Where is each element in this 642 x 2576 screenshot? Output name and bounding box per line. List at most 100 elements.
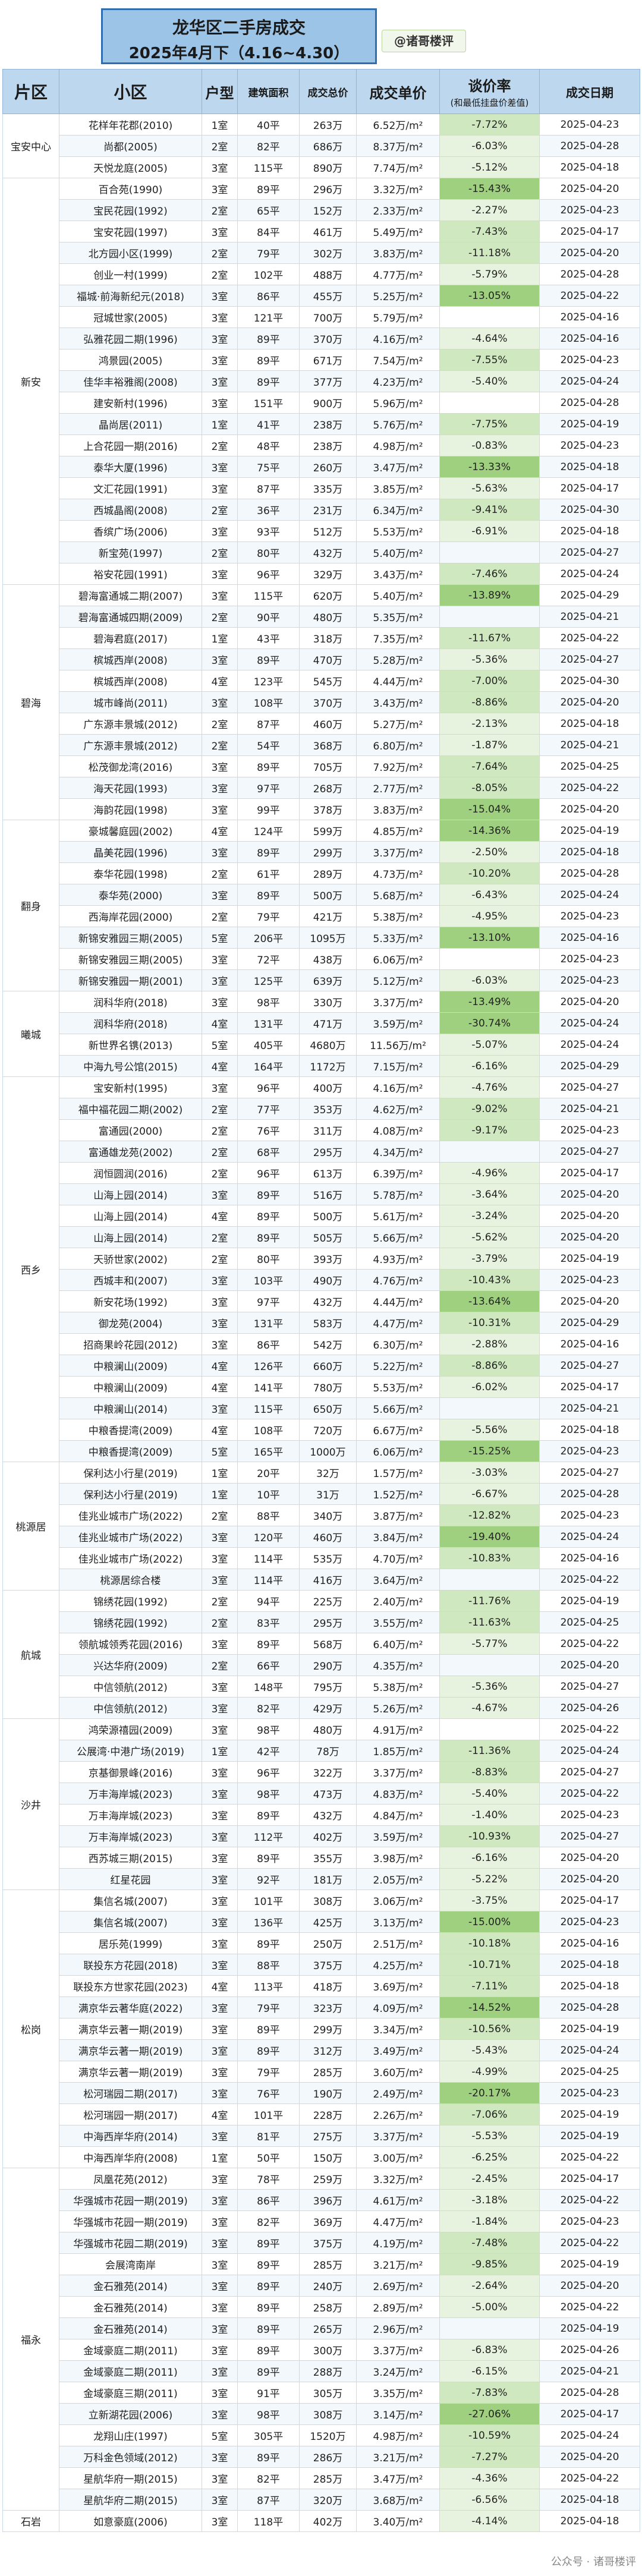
district-cell: 福永 <box>2 2168 59 2511</box>
total-cell: 286万 <box>299 2446 357 2468</box>
unit-price-cell: 3.43万/m² <box>356 563 440 585</box>
layout-cell: 3室 <box>202 1397 238 1419</box>
date-cell: 2025-04-20 <box>539 1847 640 1869</box>
total-cell: 429万 <box>299 1697 357 1719</box>
total-cell: 190万 <box>299 2082 357 2104</box>
community-cell: 锦绣花园(1992) <box>59 1590 202 1612</box>
date-cell: 2025-04-18 <box>539 2510 640 2532</box>
unit-price-cell: 5.28万/m² <box>356 648 440 670</box>
table-row: 福永 凤凰花苑(2012) 3室 78平 259万 3.32万/m² -2.45% 2025-… <box>2 2168 640 2511</box>
date-cell: 2025-04-22 <box>539 777 640 799</box>
date-cell: 2025-04-22 <box>539 1569 640 1591</box>
ratio-cell: -7.55% <box>439 349 540 371</box>
ratio-cell: -2.88% <box>439 1333 540 1355</box>
table-row: 山海上园(2014) 2室 89平 505万 5.66万/m² -5.62% 2025-04… <box>3 1226 640 1248</box>
total-cell: 599万 <box>299 820 357 842</box>
layout-cell: 2室 <box>202 1248 238 1270</box>
unit-price-cell: 3.32万/m² <box>356 2168 440 2190</box>
community-cell: 金域豪庭三期(2011) <box>59 2382 202 2404</box>
community-cell: 华强城市花园一期(2019) <box>59 2189 202 2211</box>
unit-price-cell: 6.06万/m² <box>356 1440 440 1462</box>
date-cell: 2025-04-19 <box>539 1590 640 1612</box>
community-cell: 北方园小区(1999) <box>59 242 202 264</box>
total-cell: 311万 <box>299 1119 357 1141</box>
table-row: 招商果岭花园(2012) 3室 86平 542万 6.30万/m² -2.88% 2025-… <box>3 1333 640 1355</box>
unit-price-cell: 3.37万/m² <box>356 2125 440 2147</box>
layout-cell: 3室 <box>202 520 238 542</box>
total-cell: 285万 <box>299 2253 357 2275</box>
total-cell: 418万 <box>299 1975 357 1997</box>
ratio-cell: -12.82% <box>439 1504 540 1526</box>
unit-price-cell: 7.54万/m² <box>356 349 440 371</box>
unit-price-cell: 4.91万/m² <box>356 1718 440 1740</box>
unit-price-cell: 5.78万/m² <box>356 1183 440 1205</box>
area-cell: 98平 <box>237 1718 300 1740</box>
date-cell: 2025-04-27 <box>539 1462 640 1484</box>
ratio-cell: -11.67% <box>439 627 540 649</box>
ratio-cell: -5.07% <box>439 1034 540 1056</box>
community-cell: 满京华云著一期(2019) <box>59 2061 202 2083</box>
area-cell: 66平 <box>237 1654 300 1676</box>
area-cell: 93平 <box>237 520 300 542</box>
area-cell: 126平 <box>237 1355 300 1377</box>
total-cell: 268万 <box>299 777 357 799</box>
community-cell: 金域豪庭二期(2011) <box>59 2339 202 2361</box>
community-cell: 西城晶阁(2008) <box>59 499 202 521</box>
community-cell: 碧海君庭(2017) <box>59 627 202 649</box>
page-subtitle: 2025年4月下（4.16~4.30） <box>128 45 350 62</box>
ratio-cell: -5.36% <box>439 648 540 670</box>
area-cell: 89平 <box>237 2360 300 2382</box>
ratio-cell: -13.10% <box>439 927 540 949</box>
date-cell: 2025-04-17 <box>539 1890 640 1911</box>
district-cell: 桃源居 <box>2 1462 59 1591</box>
table-row: 富通雄龙苑(2002) 2室 68平 295万 4.34万/m² 2025-04-27 <box>3 1141 640 1163</box>
date-cell: 2025-04-29 <box>539 1055 640 1077</box>
unit-price-cell: 5.33万/m² <box>356 927 440 949</box>
ratio-cell <box>439 948 540 970</box>
unit-price-cell: 3.37万/m² <box>356 2339 440 2361</box>
total-cell: 393万 <box>299 1248 357 1270</box>
date-cell: 2025-04-22 <box>539 2467 640 2489</box>
ratio-cell: -5.43% <box>439 2039 540 2061</box>
table-row: 领航城领秀花园(2016) 3室 89平 568万 6.40万/m² -5.77% 2025… <box>3 1633 640 1655</box>
unit-price-cell: 4.44万/m² <box>356 670 440 692</box>
total-cell: 259万 <box>299 2168 357 2190</box>
date-cell: 2025-04-20 <box>539 1226 640 1248</box>
col-community: 小区 <box>59 69 202 114</box>
area-cell: 89平 <box>237 2232 300 2254</box>
community-cell: 福中福花园二期(2002) <box>59 1098 202 1120</box>
area-cell: 94平 <box>237 1590 300 1612</box>
ratio-cell: -5.56% <box>439 1419 540 1441</box>
unit-price-cell: 5.66万/m² <box>356 1226 440 1248</box>
total-cell: 288万 <box>299 2360 357 2382</box>
table-row: 创业一村(1999) 2室 102平 488万 4.77万/m² -5.79% 2025-0… <box>3 263 640 285</box>
community-cell: 新安花场(1992) <box>59 1290 202 1312</box>
area-cell: 86平 <box>237 1333 300 1355</box>
unit-price-cell: 3.13万/m² <box>356 1911 440 1933</box>
date-cell: 2025-04-24 <box>539 1526 640 1548</box>
community-cell: 领航城领秀花园(2016) <box>59 1633 202 1655</box>
date-cell: 2025-04-23 <box>539 1804 640 1826</box>
community-cell: 金石雅苑(2014) <box>59 2275 202 2297</box>
date-cell: 2025-04-20 <box>539 242 640 264</box>
page-title: 龙华区二手房成交 <box>172 18 306 37</box>
date-cell: 2025-04-18 <box>539 2489 640 2511</box>
unit-price-cell: 4.61万/m² <box>356 2189 440 2211</box>
table-row: 中海西岸华府(2014) 3室 81平 275万 3.37万/m² -5.53% 2025-… <box>3 2125 640 2147</box>
community-cell: 红星花园 <box>59 1868 202 1890</box>
area-cell: 96平 <box>237 1076 300 1098</box>
community-cell: 居乐苑(1999) <box>59 1932 202 1954</box>
area-cell: 10平 <box>237 1483 300 1505</box>
layout-cell: 2室 <box>202 242 238 264</box>
community-cell: 立新湖花园(2006) <box>59 2403 202 2425</box>
area-cell: 89平 <box>237 2296 300 2318</box>
unit-price-cell: 5.76万/m² <box>356 413 440 435</box>
ratio-cell: -5.40% <box>439 370 540 392</box>
ratio-cell: -6.43% <box>439 884 540 906</box>
date-cell: 2025-04-20 <box>539 1205 640 1227</box>
date-cell: 2025-04-21 <box>539 606 640 628</box>
community-cell: 佳华丰裕雅阁(2008) <box>59 370 202 392</box>
total-cell: 335万 <box>299 477 357 499</box>
layout-cell: 1室 <box>202 2146 238 2168</box>
area-cell: 72平 <box>237 948 300 970</box>
